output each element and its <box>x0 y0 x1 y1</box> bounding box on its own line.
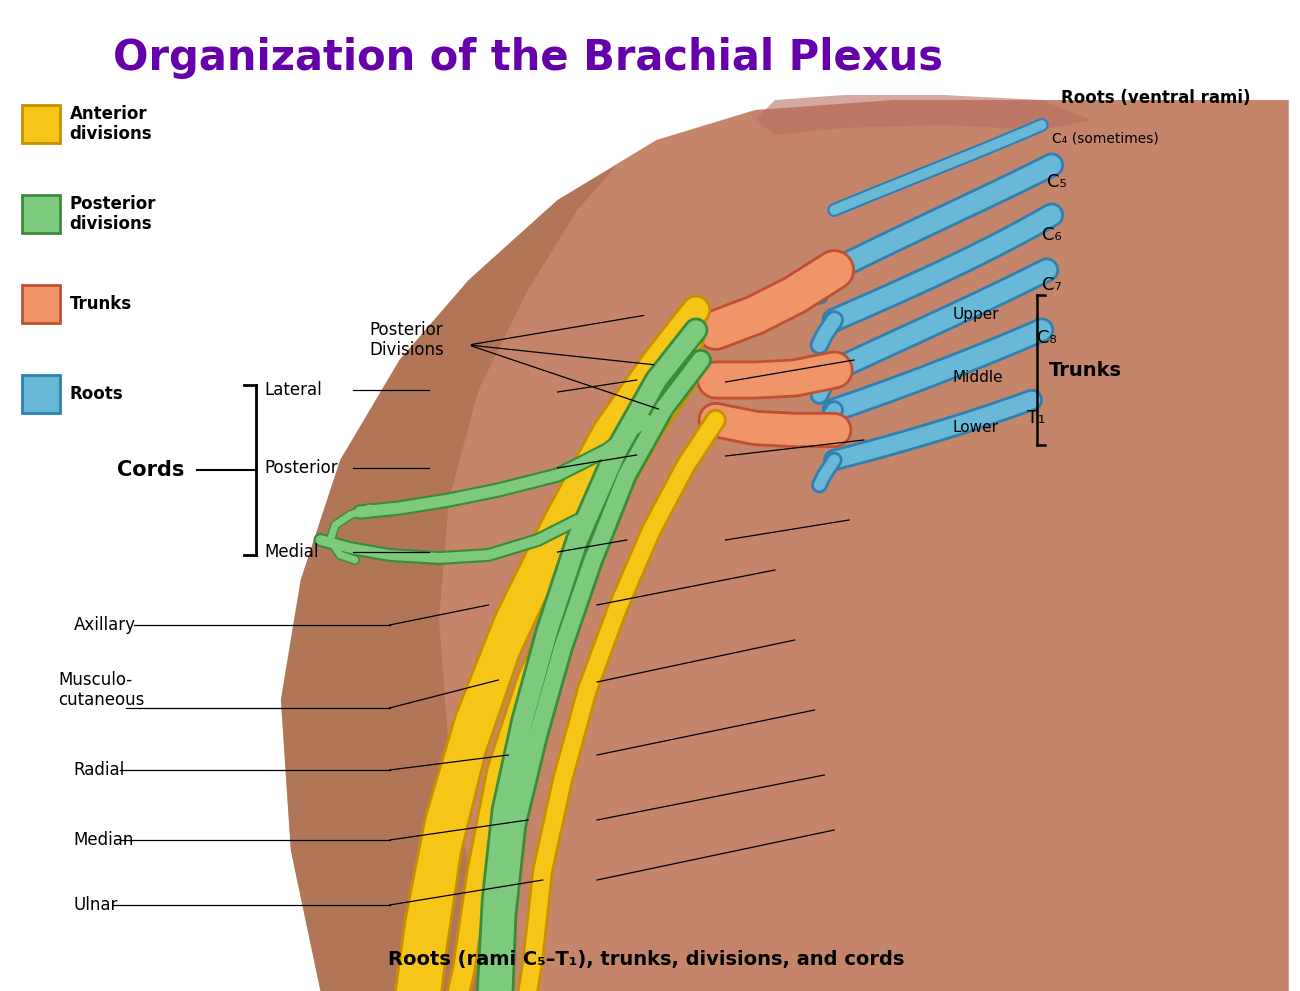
Text: Axillary: Axillary <box>73 616 135 634</box>
Text: Organization of the Brachial Plexus: Organization of the Brachial Plexus <box>113 37 942 79</box>
Text: Radial: Radial <box>73 761 125 779</box>
Text: Lower: Lower <box>953 420 998 435</box>
Text: Trunks: Trunks <box>69 295 131 313</box>
Text: Trunks: Trunks <box>1049 361 1122 380</box>
Text: Middle: Middle <box>953 371 1004 385</box>
Text: Anterior
divisions: Anterior divisions <box>69 105 152 144</box>
FancyBboxPatch shape <box>22 285 60 323</box>
Text: T₁: T₁ <box>1027 409 1045 427</box>
Polygon shape <box>281 165 618 991</box>
Text: Roots: Roots <box>69 385 124 403</box>
Text: C₇: C₇ <box>1041 276 1062 294</box>
Polygon shape <box>755 95 1091 135</box>
Text: Posterior
Divisions: Posterior Divisions <box>369 321 445 360</box>
FancyBboxPatch shape <box>22 195 60 233</box>
Text: C₈: C₈ <box>1037 329 1057 347</box>
FancyBboxPatch shape <box>22 105 60 143</box>
Text: Roots (rami C₅–T₁), trunks, divisions, and cords: Roots (rami C₅–T₁), trunks, divisions, a… <box>389 950 905 969</box>
Text: Upper: Upper <box>953 307 1000 322</box>
Text: Posterior
divisions: Posterior divisions <box>69 194 156 234</box>
Text: C₄ (sometimes): C₄ (sometimes) <box>1052 131 1158 145</box>
Text: Cords: Cords <box>117 460 185 480</box>
Text: Ulnar: Ulnar <box>73 896 118 914</box>
Polygon shape <box>281 100 1288 991</box>
Text: Roots (ventral rami): Roots (ventral rami) <box>1062 89 1251 107</box>
FancyBboxPatch shape <box>22 375 60 413</box>
Text: Lateral: Lateral <box>264 381 322 399</box>
Text: Musculo-
cutaneous: Musculo- cutaneous <box>58 671 146 710</box>
Text: Median: Median <box>73 831 134 849</box>
Text: C₆: C₆ <box>1041 226 1062 244</box>
Text: C₅: C₅ <box>1046 173 1066 191</box>
Text: Medial: Medial <box>264 543 318 561</box>
Text: Posterior: Posterior <box>264 459 338 477</box>
